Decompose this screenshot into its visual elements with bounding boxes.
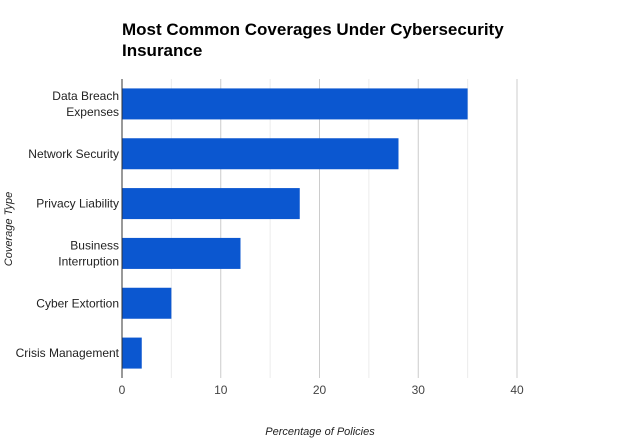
category-label: Cyber Extortion: [36, 296, 119, 310]
chart-title: Most Common Coverages Under Cybersecurit…: [122, 20, 504, 60]
bars: [122, 88, 468, 369]
x-tick-label: 20: [313, 383, 327, 397]
x-tick-labels: 0 10 20 30 40: [119, 383, 524, 397]
bar: [122, 188, 300, 220]
x-tick-label: 40: [510, 383, 524, 397]
category-label: Business: [70, 238, 119, 252]
category-label: Interruption: [58, 254, 119, 268]
bar: [122, 138, 399, 170]
chart-title-line: Most Common Coverages Under Cybersecurit…: [122, 20, 504, 39]
x-tick-label: 30: [412, 383, 426, 397]
bar: [122, 287, 172, 319]
x-tick-label: 10: [214, 383, 228, 397]
x-axis-title: Percentage of Policies: [265, 426, 375, 438]
category-label: Privacy Liability: [36, 197, 119, 211]
y-axis-title: Coverage Type: [3, 192, 15, 266]
chart-title-line: Insurance: [122, 41, 202, 60]
bar: [122, 88, 468, 120]
category-label: Crisis Management: [16, 346, 120, 360]
category-label: Data Breach: [52, 89, 119, 103]
category-label: Network Security: [28, 147, 119, 161]
bar: [122, 337, 142, 369]
category-label: Expenses: [66, 105, 119, 119]
bar: [122, 237, 241, 269]
x-tick-label: 0: [119, 383, 126, 397]
category-labels: Data Breach Expenses Network Security Priva…: [16, 89, 120, 360]
gridlines: [170, 79, 518, 378]
